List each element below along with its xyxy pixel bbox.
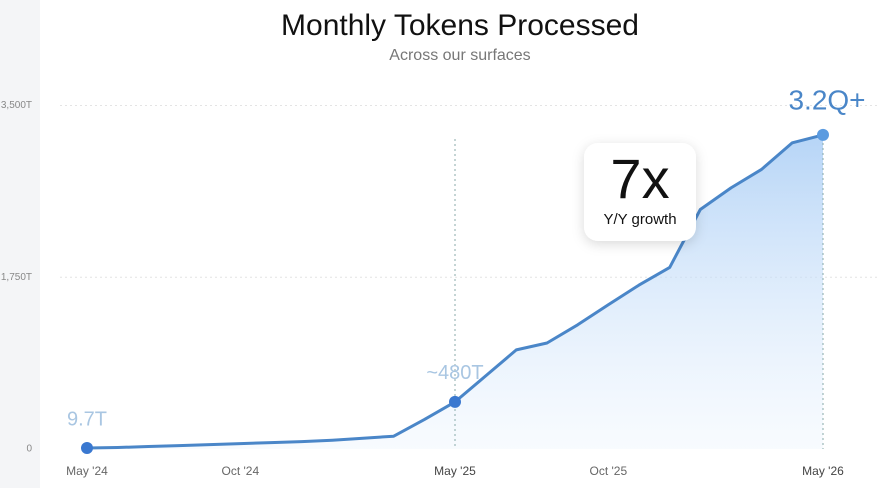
y-tick-label: 1,750T	[1, 272, 32, 283]
x-tick-label: Oct '24	[222, 464, 260, 478]
point	[817, 128, 829, 141]
annotation-box: 7xY/Y growth	[584, 143, 696, 241]
value-label: ~480T	[426, 362, 483, 384]
x-tick-label: Oct '25	[590, 464, 628, 478]
x-tick-label: May '24	[66, 464, 108, 478]
point	[449, 395, 461, 408]
x-tick-label: May '26	[802, 464, 844, 478]
annotation-label: Y/Y growth	[603, 211, 676, 228]
value-label: 9.7T	[67, 408, 107, 430]
x-tick-label: May '25	[434, 464, 476, 478]
y-tick-label: 3,500T	[1, 100, 32, 111]
value-label: 3.2Q+	[788, 84, 865, 115]
chart-title: Monthly Tokens Processed	[281, 9, 639, 42]
annotation-card	[584, 143, 696, 241]
point	[81, 442, 93, 455]
side-shade	[0, 0, 40, 488]
area	[87, 134, 823, 449]
y-tick-label: 0	[26, 444, 32, 455]
annotation-value: 7x	[610, 147, 669, 210]
chart-subtitle: Across our surfaces	[389, 47, 530, 64]
